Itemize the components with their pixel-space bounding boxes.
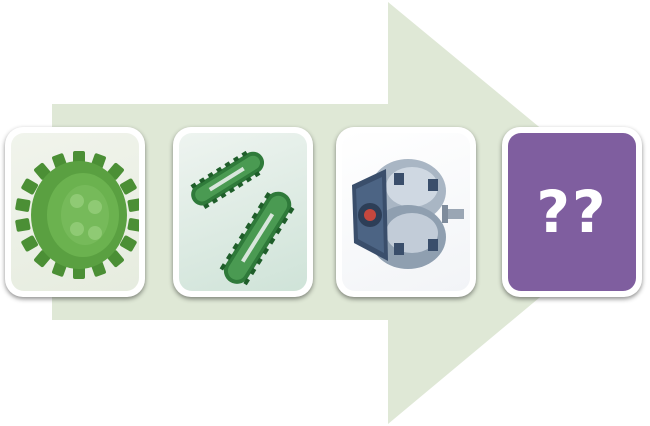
spherical-wheel-drive-icon [352, 159, 464, 269]
card-wheel [5, 127, 145, 297]
wheel-icon [15, 151, 139, 279]
card-unknown: ?? [502, 127, 642, 297]
question-marks-label: ?? [536, 178, 608, 246]
card-tank-tracks [173, 127, 313, 297]
tank-track-icon [190, 150, 295, 286]
card-spherical-drive [336, 127, 476, 297]
